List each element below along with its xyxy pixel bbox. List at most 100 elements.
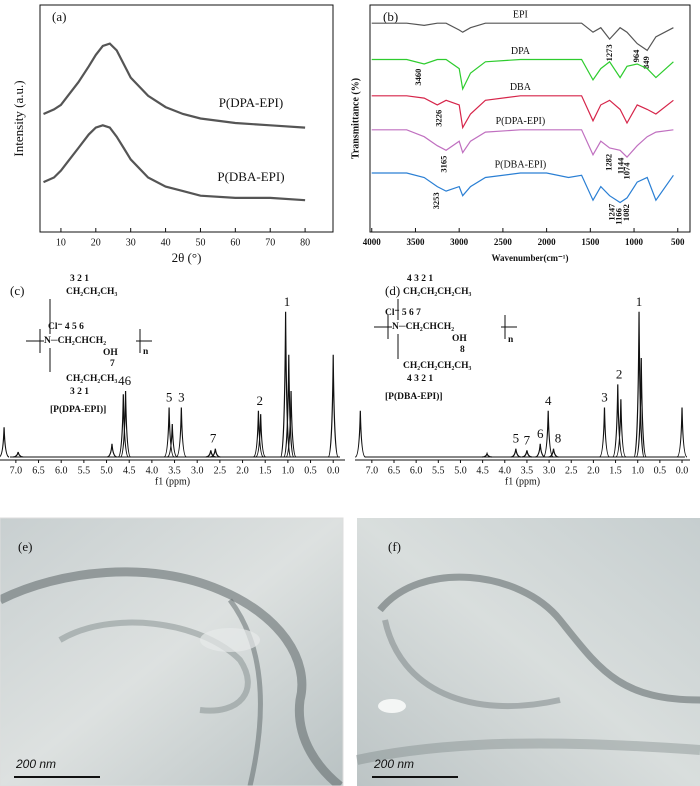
- nmr-peak: [482, 451, 493, 458]
- series-line: [371, 22, 674, 52]
- nmr-peak: [615, 399, 627, 458]
- peak-label: 1273: [604, 44, 614, 61]
- peak-label: 6: [537, 426, 544, 441]
- x-axis-label: f1 (ppm): [155, 476, 190, 487]
- x-tick-label: 2.0: [236, 465, 249, 476]
- x-tick-label: 2000: [538, 237, 557, 247]
- nmr-peak: [676, 407, 688, 458]
- structure-text: CH₂CH₂CH₃: [66, 287, 117, 297]
- structure-text: 3 2 1: [70, 274, 89, 284]
- panel-label: (c): [10, 283, 24, 298]
- x-tick-label: 7.0: [10, 465, 23, 476]
- panel-label: (d): [385, 283, 400, 298]
- structure-repeat: n: [508, 335, 514, 345]
- x-axis-label: f1 (ppm): [505, 476, 540, 487]
- series-line: [371, 95, 674, 130]
- x-tick-label: 3500: [406, 237, 425, 247]
- peak-label: 964: [631, 49, 641, 63]
- nmr-peak: [535, 443, 546, 458]
- peak-label: 5: [513, 431, 520, 446]
- structure-text: 3 2 1: [70, 387, 89, 397]
- nmr-peak: [283, 354, 295, 458]
- x-tick-label: 1.5: [259, 465, 272, 476]
- peak-label: 46: [118, 373, 132, 388]
- peak-label: 5: [166, 389, 173, 404]
- plot-frame: [39, 4, 334, 233]
- nmr-peak: [548, 448, 559, 458]
- x-tick-label: 5.0: [454, 465, 467, 476]
- series-name: DBA: [510, 82, 532, 93]
- series-line: [43, 124, 306, 202]
- series-name: DPA: [511, 46, 531, 57]
- x-tick-label: 500: [671, 237, 685, 247]
- x-tick-label: 80: [300, 237, 310, 248]
- nmr-peak: [205, 450, 216, 458]
- nmr-peak: [13, 451, 24, 458]
- x-tick-label: 2500: [494, 237, 513, 247]
- x-tick-label: 3.5: [168, 465, 181, 476]
- panel-label: (b): [383, 9, 398, 24]
- x-tick-label: 4.0: [146, 465, 159, 476]
- x-tick-label: 1000: [625, 237, 644, 247]
- series-name: P(DBA-EPI): [495, 159, 547, 170]
- x-tick-label: 3000: [450, 237, 469, 247]
- x-tick-label: 10: [56, 237, 66, 248]
- structure-name: [P(DBA-EPI)]: [385, 391, 443, 402]
- image-label: (e): [18, 539, 32, 554]
- y-axis-label: Intensity (a.u.): [11, 80, 26, 156]
- peak-label: 3253: [431, 192, 441, 209]
- x-tick-label: 6.5: [32, 465, 45, 476]
- x-tick-label: 2.5: [565, 465, 578, 476]
- structure-text: 4 3 2 1: [407, 274, 433, 284]
- x-tick-label: 6.0: [410, 465, 423, 476]
- peak-label: 3: [601, 389, 608, 404]
- peak-label: 8: [555, 431, 562, 446]
- peak-label: 2: [616, 366, 623, 381]
- nmr-peak: [255, 414, 267, 458]
- series-line: [43, 42, 306, 129]
- x-tick-label: 70: [265, 237, 275, 248]
- series-line: [371, 129, 674, 158]
- tem-image-e: (e) 200 nm: [0, 517, 344, 786]
- x-tick-label: 0.5: [304, 465, 317, 476]
- structure-text: Cl⁻ 5 6 7: [385, 308, 421, 318]
- peak-label: 1282: [603, 154, 613, 171]
- tem-image-f: (f) 200 nm: [355, 518, 700, 786]
- x-tick-label: 30: [126, 237, 136, 248]
- peak-label: 3460: [413, 69, 423, 86]
- nmr-peak: [354, 410, 366, 458]
- peak-label: 2: [257, 393, 264, 408]
- plot-frame: [369, 4, 691, 233]
- nmr-peak: [598, 407, 611, 458]
- x-tick-label: 7.0: [366, 465, 379, 476]
- x-tick-label: 2.5: [214, 465, 227, 476]
- x-tick-label: 3.0: [543, 465, 556, 476]
- structure-name: [P(DPA-EPI)]: [50, 404, 106, 415]
- x-axis-label: 2θ (°): [172, 250, 202, 265]
- x-tick-label: 5.5: [78, 465, 91, 476]
- nmr-peak: [252, 410, 265, 458]
- x-tick-label: 1500: [581, 237, 600, 247]
- structure-text: CH₂CH₂CH₃: [66, 374, 117, 384]
- peak-label: 1166: [613, 208, 623, 225]
- x-tick-label: 40: [161, 237, 171, 248]
- x-axis-label: Wavenumber(cm⁻¹): [492, 253, 569, 263]
- nmr-peak: [280, 311, 292, 458]
- series-line: [371, 172, 674, 204]
- series-name: P(DPA-EPI): [496, 116, 546, 127]
- peak-label: 1144: [615, 157, 625, 174]
- structure-repeat: n: [143, 347, 149, 357]
- x-tick-label: 1.0: [282, 465, 295, 476]
- structure-text: 8: [460, 345, 465, 355]
- nmr-peak: [542, 410, 554, 458]
- peak-label: 1: [636, 294, 643, 309]
- peak-label: 1247: [606, 203, 616, 221]
- series-name: P(DBA-EPI): [217, 169, 284, 184]
- x-tick-label: 3.5: [521, 465, 534, 476]
- peak-label: 3: [178, 389, 185, 404]
- x-tick-label: 6.0: [55, 465, 68, 476]
- nmr-peak: [612, 384, 624, 458]
- nmr-peak: [106, 443, 118, 458]
- x-tick-label: 0.5: [654, 465, 667, 476]
